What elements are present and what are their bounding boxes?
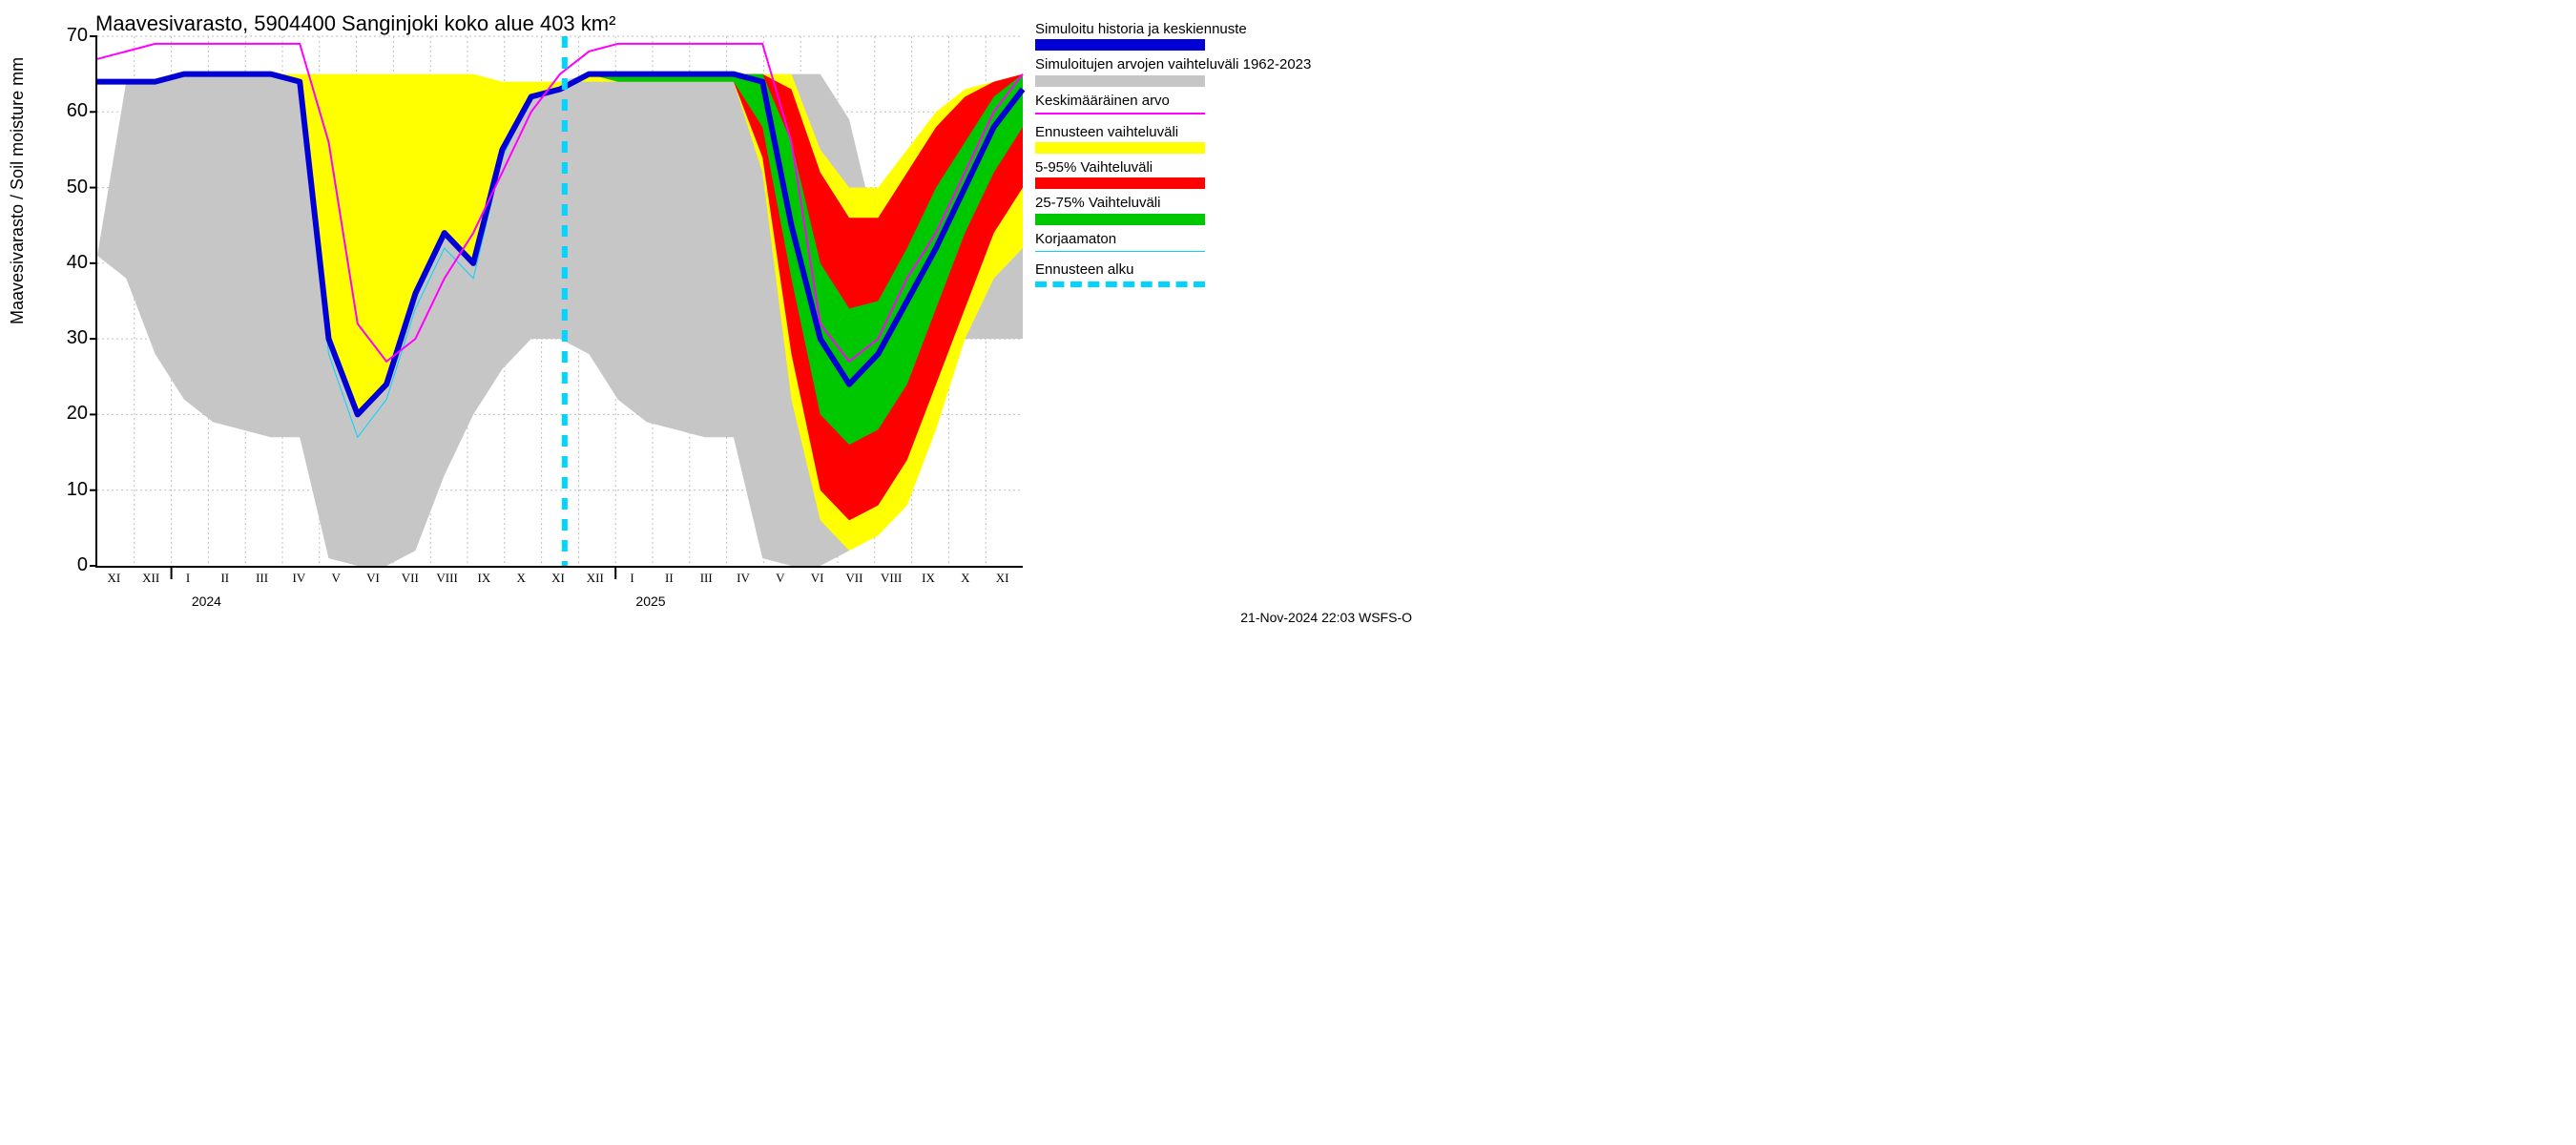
- y-tick-label: 50: [50, 177, 88, 198]
- x-tick-label: V: [331, 571, 340, 586]
- x-tick-label: X: [961, 571, 969, 586]
- x-tick-label: IX: [922, 571, 935, 586]
- legend-entry: Keskimääräinen arvo: [1035, 93, 1417, 114]
- legend-label: Simuloitu historia ja keskiennuste: [1035, 21, 1417, 37]
- legend-swatch: [1035, 75, 1205, 87]
- x-tick-label: II: [220, 571, 229, 586]
- legend-entry: Simuloitu historia ja keskiennuste: [1035, 21, 1417, 51]
- x-tick-label: X: [516, 571, 525, 586]
- x-tick-label: VII: [845, 571, 862, 586]
- x-tick-label: IX: [478, 571, 491, 586]
- x-tick-label: XI: [551, 571, 565, 586]
- footer-timestamp: 21-Nov-2024 22:03 WSFS-O: [1240, 610, 1412, 625]
- legend-entry: 5-95% Vaihteluväli: [1035, 159, 1417, 189]
- y-tick-label: 30: [50, 327, 88, 349]
- legend-entry: Simuloitujen arvojen vaihteluväli 1962-2…: [1035, 56, 1417, 86]
- legend-label: 25-75% Vaihteluväli: [1035, 195, 1417, 211]
- legend-label: Ennusteen alku: [1035, 261, 1417, 278]
- year-label: 2024: [192, 593, 221, 609]
- x-tick-label: VI: [811, 571, 824, 586]
- x-tick-label: IV: [737, 571, 750, 586]
- x-tick-label: XII: [587, 571, 604, 586]
- x-tick-label: XI: [108, 571, 121, 586]
- plot-svg: [97, 36, 1023, 566]
- x-tick-label: III: [256, 571, 268, 586]
- x-tick-label: VIII: [881, 571, 902, 586]
- x-tick-label: VIII: [436, 571, 457, 586]
- x-tick-label: I: [630, 571, 634, 586]
- chart-container: Maavesivarasto, 5904400 Sanginjoki koko …: [0, 0, 1431, 636]
- x-tick-label: VII: [402, 571, 419, 586]
- year-label: 2025: [635, 593, 665, 609]
- y-axis-label: Maavesivarasto / Soil moisture mm: [8, 57, 28, 324]
- x-tick-label: II: [665, 571, 674, 586]
- legend-swatch: [1035, 39, 1205, 51]
- y-tick-label: 70: [50, 25, 88, 47]
- legend-label: Keskimääräinen arvo: [1035, 93, 1417, 109]
- legend-entry: Korjaamaton: [1035, 231, 1417, 252]
- legend-label: 5-95% Vaihteluväli: [1035, 159, 1417, 176]
- x-tick-label: V: [776, 571, 784, 586]
- x-tick-label: IV: [293, 571, 306, 586]
- legend: Simuloitu historia ja keskiennuste Simulo…: [1035, 21, 1417, 297]
- y-tick-label: 0: [50, 554, 88, 576]
- y-tick-label: 20: [50, 403, 88, 425]
- chart-title: Maavesivarasto, 5904400 Sanginjoki koko …: [95, 11, 615, 36]
- legend-swatch: [1035, 113, 1205, 114]
- x-tick-label: VI: [366, 571, 380, 586]
- plot-area: [95, 36, 1023, 568]
- legend-swatch: [1035, 251, 1205, 252]
- y-tick-label: 10: [50, 479, 88, 501]
- x-tick-label: III: [700, 571, 713, 586]
- legend-label: Ennusteen vaihteluväli: [1035, 124, 1417, 140]
- legend-entry: 25-75% Vaihteluväli: [1035, 195, 1417, 224]
- legend-swatch: [1035, 142, 1205, 154]
- y-tick-label: 60: [50, 100, 88, 122]
- legend-label: Simuloitujen arvojen vaihteluväli 1962-2…: [1035, 56, 1417, 73]
- legend-swatch: [1035, 177, 1205, 189]
- legend-entry: Ennusteen vaihteluväli: [1035, 124, 1417, 154]
- x-tick-label: I: [186, 571, 190, 586]
- x-tick-label: XI: [996, 571, 1009, 586]
- legend-swatch: [1035, 214, 1205, 225]
- y-tick-label: 40: [50, 252, 88, 274]
- legend-entry: Ennusteen alku: [1035, 261, 1417, 287]
- legend-label: Korjaamaton: [1035, 231, 1417, 247]
- x-tick-label: XII: [142, 571, 159, 586]
- legend-swatch: [1035, 281, 1205, 287]
